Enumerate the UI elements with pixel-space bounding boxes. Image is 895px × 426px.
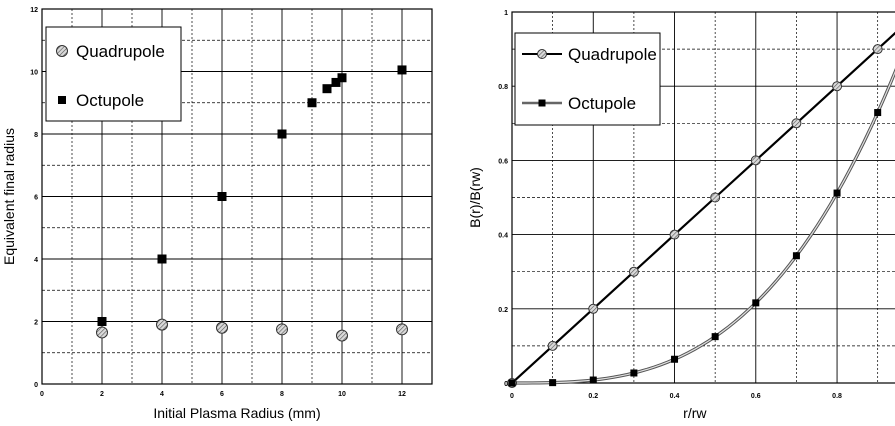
right-octupole-point [589,376,597,384]
left-x-tick-label: 6 [220,391,224,398]
right-chart-y-axis-label: B(r)/B(rw) [467,167,483,228]
left-octupole-point [322,84,332,94]
left-quadrupole-point [96,326,108,339]
left-quadrupole-point [336,329,348,342]
left-y-tick-label: 12 [30,7,38,14]
left-y-tick-label: 0 [34,382,38,389]
right-x-tick-label: 0.4 [670,393,680,400]
left-chart-marks [96,65,408,342]
right-x-tick-label: 0.6 [751,393,761,400]
right-x-tick-label: 0 [510,393,514,400]
right-octupole-point [508,379,516,387]
right-chart-legend-box [514,32,661,126]
right-legend-octupole-marker [522,99,562,107]
left-octupole-point [397,65,407,75]
right-octupole-point [711,333,719,341]
left-legend-octupole-marker [58,96,66,104]
right-legend-quadrupole-label: Quadrupole [568,45,657,64]
right-y-tick-label: 0 [504,381,508,388]
left-octupole-point [307,98,317,108]
left-y-tick-label: 2 [34,320,38,327]
left-octupole-point [337,73,347,83]
right-y-tick-label: 0.8 [498,84,508,91]
right-y-tick-label: 0.6 [498,158,508,165]
left-legend-quadrupole-marker [56,45,68,57]
left-chart-tick-labels: 0 2 4 6 8 10 12 0 2 4 6 8 10 12 [30,7,406,398]
left-octupole-point [277,129,287,139]
left-chart: 0 2 4 6 8 10 12 0 2 4 6 8 10 12 Initial Plasma Radius… [1,7,433,421]
right-legend-octupole-label: Octupole [568,94,636,113]
right-quadrupole-point [750,155,761,166]
right-chart-legend: Quadrupole Octupole [514,32,661,126]
left-x-tick-label: 8 [280,391,284,398]
right-octupole-point [671,355,679,363]
right-quadrupole-point [872,44,883,55]
left-octupole-point [217,192,227,201]
right-chart-plot-area [511,11,895,384]
left-quadrupole-point [396,323,408,336]
right-quadrupole-point [547,340,558,351]
right-chart-x-axis-label: r/rw [683,405,707,421]
right-quadrupole-point [710,192,721,203]
left-legend-octupole-label: Octupole [76,91,144,110]
right-octupole-point [630,369,638,377]
left-chart-y-axis-label: Equivalent final radius [1,128,17,265]
left-octupole-point [157,254,167,264]
right-octupole-point [549,379,557,387]
right-octupole-point [792,252,800,260]
left-octupole-point [97,317,107,326]
left-chart-grid [42,9,432,384]
right-legend-square-marker [538,99,546,107]
left-legend-circle-marker [56,45,68,57]
left-quadrupole-point [216,321,228,334]
right-legend-quadrupole-marker [522,49,562,59]
right-quadrupole-point [669,229,680,240]
right-octupole-point [752,299,760,307]
right-x-tick-label: 0.2 [588,393,598,400]
right-chart-tick-labels: 0 0.2 0.4 0.6 0.8 0 0.2 0.4 0.6 0.8 1 [498,10,842,400]
left-chart-plot-area [41,8,433,385]
right-y-tick-label: 0.4 [498,233,508,240]
right-x-tick-label: 0.8 [832,393,842,400]
left-quadrupole-point [156,318,168,331]
left-x-tick-label: 10 [338,391,346,398]
right-chart: 0 0.2 0.4 0.6 0.8 0 0.2 0.4 0.6 0.8 1 r/rw B(r)/B(… [467,10,895,421]
right-chart-marks [507,44,883,388]
right-quadrupole-point [588,303,599,314]
left-octupole-point [331,77,341,87]
left-quadrupole-point [276,323,288,336]
right-octupole-point [874,109,882,117]
left-y-tick-label: 8 [34,132,38,139]
left-chart-x-axis-label: Initial Plasma Radius (mm) [153,405,320,421]
right-legend-circle-marker [537,49,547,59]
left-x-tick-label: 4 [160,391,164,398]
left-x-tick-label: 12 [398,391,406,398]
right-y-tick-label: 0.2 [498,307,508,314]
right-octupole-point [833,189,841,197]
right-quadrupole-point [791,118,802,129]
left-chart-legend-box [45,26,182,122]
right-quadrupole-point [628,266,639,277]
left-x-tick-label: 2 [100,391,104,398]
right-y-tick-label: 1 [504,10,508,17]
left-y-tick-label: 6 [34,195,38,202]
left-legend-square-marker [58,96,66,104]
left-y-tick-label: 10 [30,70,38,77]
left-x-tick-label: 0 [40,391,44,398]
left-chart-legend: Quadrupole Octupole [45,26,182,122]
left-y-tick-label: 4 [34,257,38,264]
left-legend-quadrupole-label: Quadrupole [76,42,165,61]
right-quadrupole-point [832,81,843,92]
